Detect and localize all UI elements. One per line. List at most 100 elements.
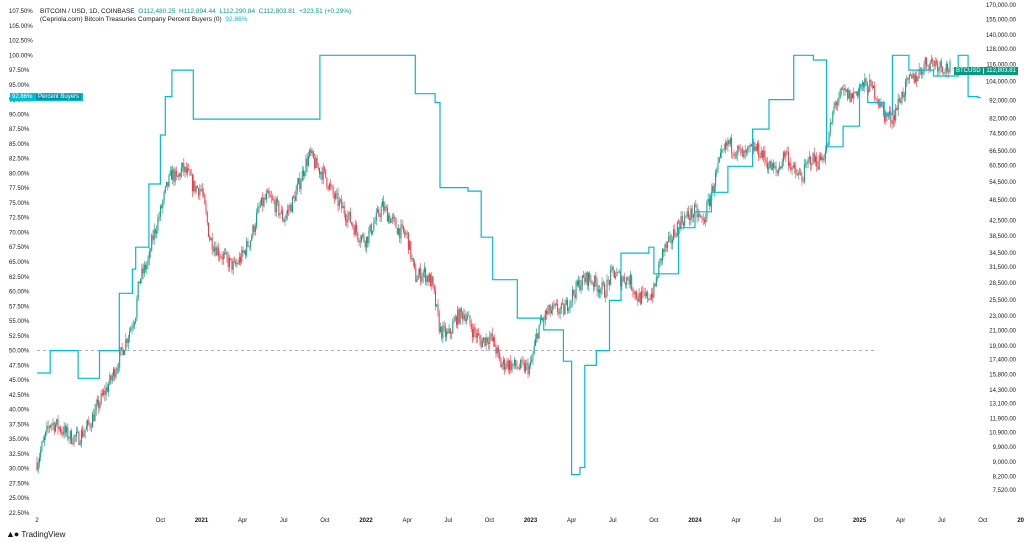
btc-candle-body [594, 275, 596, 287]
x-axis-tick-label: Jul [938, 518, 946, 524]
btc-candle-body [507, 360, 509, 370]
btc-candle-body [449, 328, 451, 334]
btc-candle-body [742, 149, 744, 157]
right-axis-tick-label: 34,500.00 [989, 251, 1016, 257]
btc-candle-body [293, 196, 295, 197]
btc-candle-body [850, 93, 852, 102]
btc-candle-body [945, 64, 947, 72]
btc-candle-body [163, 192, 165, 201]
btc-candle-body [852, 93, 853, 99]
btc-candle-body [317, 167, 319, 169]
left-axis-tick-label: 72.50% [9, 216, 30, 222]
btc-candle-body [365, 236, 367, 248]
x-axis-tick-label: Apr [896, 518, 905, 524]
btc-candle-body [819, 155, 821, 161]
right-axis-tick-label: 11,900.00 [990, 417, 1017, 423]
btc-candle-body [628, 280, 630, 285]
x-axis-tick-label: Oct [485, 518, 495, 524]
btc-candle-body [273, 199, 275, 202]
btc-candle-body [173, 168, 175, 182]
btc-candle-body [121, 347, 123, 350]
btc-candle-body [711, 185, 713, 197]
btc-candle-body [262, 197, 264, 207]
btc-candle-body [921, 70, 923, 75]
x-axis-tick-label: Jul [609, 518, 617, 524]
btc-candle-body [689, 217, 691, 221]
btc-candle-body [699, 214, 700, 216]
right-axis-tick-label: 42,500.00 [989, 219, 1016, 225]
btc-candle-body [782, 152, 784, 162]
btc-candle-body [82, 430, 84, 437]
left-axis-tick-label: 95.00% [9, 83, 30, 89]
x-axis-tick-label: Oct [156, 518, 166, 524]
btc-candle-body [361, 235, 362, 241]
btc-candle-body [208, 222, 209, 237]
btc-candle-body [574, 294, 576, 298]
btc-candle-body [786, 151, 788, 152]
btc-candle-body [948, 70, 950, 73]
indicator-header: (Cepriola.com) Bitcoin Treasuries Compan… [40, 16, 247, 23]
btc-candle-body [421, 277, 423, 282]
btc-candle-body [358, 239, 360, 243]
btc-candle-body [592, 283, 594, 287]
btc-candle-body [333, 194, 335, 199]
btc-candle-body [183, 162, 185, 172]
btc-candle-body [53, 422, 55, 432]
indicator-value: 92.86% [225, 16, 248, 23]
btc-candle-body [51, 424, 53, 426]
btc-candle-body [458, 309, 460, 324]
btc-candle-body [621, 280, 623, 286]
btc-candle-body [411, 258, 413, 260]
btc-candle-body [83, 433, 85, 437]
btc-candle-body [813, 153, 815, 162]
btc-candle-body [910, 74, 911, 76]
right-axis: 170,000.00 155,000.00 140,000.00 128,000.00… [986, 3, 1017, 494]
btc-candle-body [490, 333, 492, 337]
btc-candle-body [352, 224, 354, 227]
btc-candle-body [712, 185, 714, 192]
btc-candle-body [474, 327, 476, 333]
btc-candle-body [641, 291, 642, 304]
left-axis-tick-label: 42.50% [9, 393, 30, 399]
btc-candle-body [606, 279, 608, 297]
btc-candle-body [839, 89, 841, 98]
btc-candle-body [750, 144, 752, 147]
btc-candle-body [659, 258, 661, 264]
btc-candle-body [268, 190, 270, 195]
btcusd-tag-name: BTCUSD [956, 68, 981, 74]
btc-candle-body [728, 140, 730, 144]
btc-candle-body [241, 249, 243, 263]
btc-candle-body [637, 298, 639, 302]
btc-candle-body [87, 420, 89, 426]
btc-candle-body [89, 423, 91, 428]
x-axis-tick-label: Apr [238, 518, 247, 524]
btc-candle-body [795, 167, 797, 173]
btc-candle-body [575, 281, 577, 298]
btc-candle-body [132, 325, 134, 328]
btc-candle-body [390, 218, 392, 223]
right-axis-tick-label: 10,900.00 [989, 430, 1016, 436]
btc-candle-body [280, 210, 282, 214]
percent-buyers-series [37, 54, 981, 476]
btc-candle-body [79, 443, 81, 445]
btc-candle-body [303, 170, 304, 176]
btc-candle-body [227, 257, 229, 268]
btc-candle-body [219, 256, 221, 258]
btc-candle-body [146, 264, 148, 270]
btc-candle-body [367, 236, 369, 244]
tradingview-footer[interactable]: ▲● TradingView [6, 529, 65, 539]
btc-candle-body [157, 218, 159, 231]
btc-candle-body [180, 167, 182, 177]
btc-candle-body [631, 275, 633, 290]
btc-candle-body [922, 72, 924, 75]
btc-candle-body [120, 347, 122, 351]
btc-candle-body [807, 159, 809, 164]
x-axis-tick-label: 2026 [1017, 518, 1024, 524]
btc-candle-body [616, 272, 618, 277]
btc-candle-body [737, 145, 739, 155]
btc-candle-body [188, 168, 190, 170]
btc-candle-body [642, 291, 644, 293]
btc-candle-body [378, 209, 380, 216]
btc-candle-body [774, 166, 776, 168]
left-axis-tick-label: 85.00% [9, 142, 30, 148]
